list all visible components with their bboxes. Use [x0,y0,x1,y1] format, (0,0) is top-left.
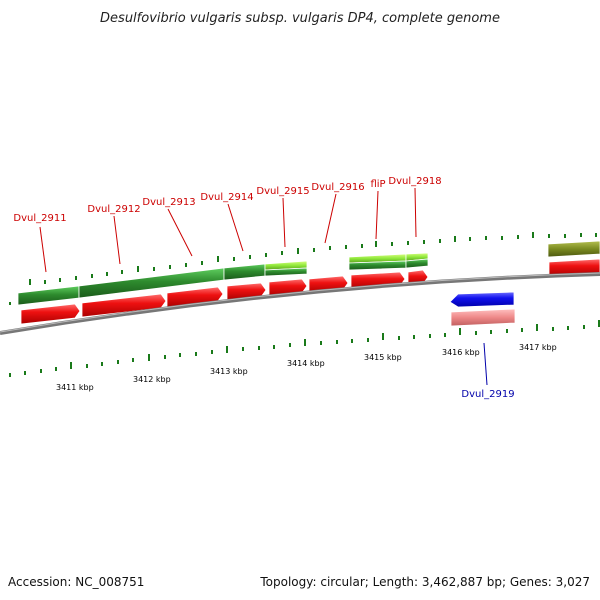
scale-label: 3413 kbp [210,367,248,376]
cds-block-right[interactable] [548,258,600,277]
gene-block-olive[interactable] [547,240,600,258]
gene-label-dvul-2913[interactable]: Dvul_2913 [142,197,195,208]
scale-label: 3411 kbp [56,383,94,392]
scale-label: 3415 kbp [364,353,402,362]
gene-label-dvul-2918[interactable]: Dvul_2918 [388,176,441,187]
cds-arrow-dvul-2911[interactable] [20,303,81,325]
gene-block-flip-dark[interactable] [348,260,407,271]
gene-labels: Dvul_2911 Dvul_2912 Dvul_2913 Dvul_2914 … [13,176,514,400]
genome-summary-text: Topology: circular; Length: 3,462,887 bp… [259,575,590,589]
scale-label: 3417 kbp [519,343,557,352]
gene-label-flip[interactable]: fliP [370,179,385,190]
label-leader-reverse [483,342,488,386]
gene-block-dvul-2919[interactable] [450,308,516,327]
scale-label: 3414 kbp [287,359,325,368]
scale-label: 3412 kbp [133,375,171,384]
gene-label-dvul-2911[interactable]: Dvul_2911 [13,213,66,224]
gene-label-dvul-2915[interactable]: Dvul_2915 [256,186,309,197]
scale-label: 3416 kbp [442,348,480,357]
genome-backbone [0,272,600,335]
cds-arrow-dvul-2912[interactable] [81,293,167,318]
map-title: Desulfovibrio vulgaris subsp. vulgaris D… [100,11,500,26]
reverse-cds-track [449,291,516,327]
genome-backbone-highlight [0,272,600,333]
forward-gene-track [17,240,600,306]
outer-tick-row [9,232,597,305]
gene-block-dvul-2911[interactable] [17,285,80,306]
gene-label-dvul-2912[interactable]: Dvul_2912 [87,204,140,215]
label-leaders-forward [39,187,417,273]
gene-label-dvul-2919[interactable]: Dvul_2919 [461,389,514,400]
gene-block-dvul-2918-dark[interactable] [405,258,429,269]
gene-block-dvul-2915-dark[interactable] [264,267,308,277]
cds-arrow-dvul-2914[interactable] [226,282,267,301]
gene-label-dvul-2916[interactable]: Dvul_2916 [311,182,364,193]
accession-text: Accession: NC_008751 [8,575,144,589]
cds-arrow-dvul-2919[interactable] [449,291,515,308]
inner-tick-row [9,320,600,377]
gene-block-dvul-2914[interactable] [223,263,266,281]
scale-labels: 3411 kbp 3412 kbp 3413 kbp 3414 kbp 3415… [56,343,557,392]
gene-label-dvul-2914[interactable]: Dvul_2914 [200,192,253,203]
